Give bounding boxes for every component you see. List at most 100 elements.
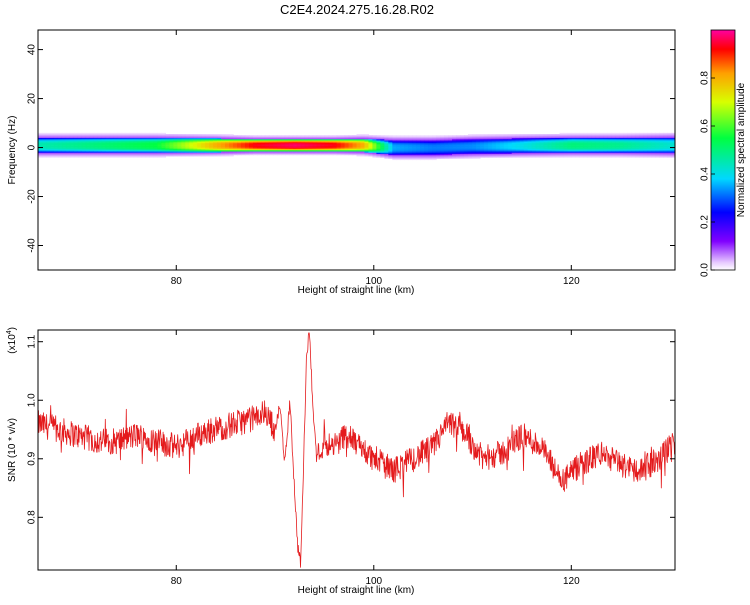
spectrogram-cell [85, 147, 91, 150]
spectrogram-cell [237, 135, 242, 137]
spectrogram-cell [368, 141, 374, 143]
spectrogram-cell [483, 135, 489, 137]
spectrogram-cell [539, 138, 545, 141]
spectrogram-cell [241, 147, 246, 150]
spectrogram-cell [483, 152, 489, 154]
spectrogram-cell [623, 153, 628, 156]
spectrogram-cell [65, 156, 71, 158]
spectrogram-cell [117, 152, 123, 154]
spectrogram-cell [41, 147, 47, 150]
spectrogram-cell [348, 148, 354, 151]
spectrogram-cell [328, 146, 334, 148]
spectrogram-cell [452, 138, 457, 141]
spectrogram-cell [376, 140, 381, 142]
spectrogram-cell [356, 145, 362, 147]
spectrogram-cell [209, 146, 214, 148]
spectrogram-cell [651, 152, 656, 154]
spectrogram-cell [81, 132, 87, 135]
spectrogram-cell [611, 135, 616, 137]
spectrogram-cell [332, 141, 338, 143]
spectrogram-cell [65, 134, 71, 136]
spectrogram-cell [45, 145, 51, 147]
spectrogram-cell [635, 150, 640, 152]
spectrogram-cell [579, 140, 585, 142]
spectrogram-cell [264, 135, 270, 137]
spectrogram-cell [229, 136, 234, 139]
spectrogram-cell [623, 146, 628, 148]
spectrogram-cell [599, 156, 604, 158]
spectrogram-cell [432, 142, 437, 145]
spectrogram-cell [117, 154, 123, 157]
spectrogram-cell [205, 146, 210, 148]
spectrogram-cell [125, 135, 131, 137]
spectrogram-cell [332, 153, 338, 156]
spectrogram-cell [41, 153, 47, 156]
spectrogram-cell [615, 148, 620, 151]
spectrogram-cell [129, 134, 135, 136]
spectrogram-cell [201, 146, 206, 148]
spectrogram-cell [173, 137, 178, 140]
spectrogram-cell [65, 138, 71, 141]
spectrogram-cell [372, 142, 378, 145]
spectrogram-cell [77, 152, 83, 154]
spectrogram-cell [233, 141, 238, 143]
spectrogram-cell [432, 145, 437, 147]
spectrogram-cell [97, 136, 103, 139]
spectrogram-cell [396, 145, 401, 147]
spectrogram-cell [340, 151, 346, 153]
spectrogram-cell [268, 135, 274, 137]
spectrogram-cell [213, 141, 218, 143]
spectrogram-cell [201, 143, 206, 146]
spectrogram-cell [260, 152, 266, 154]
spectrogram-cell [388, 150, 393, 152]
spectrogram-cell [483, 134, 489, 136]
spectrogram-cell [197, 140, 202, 142]
spectrogram-cell [280, 142, 286, 145]
spectrogram-cell [655, 148, 660, 151]
spectrogram-cell [217, 153, 222, 156]
spectrogram-cell [53, 153, 59, 156]
spectrogram-cell [165, 153, 170, 156]
spectrogram-cell [45, 136, 51, 139]
spectrogram-cell [523, 150, 529, 152]
spectrogram-cell [571, 132, 577, 135]
spectrogram-cell [328, 151, 334, 153]
spectrogram-cell [452, 137, 457, 140]
spectrogram-cell [109, 154, 115, 157]
spectrogram-cell [452, 140, 457, 142]
spectrogram-cell [467, 137, 473, 140]
spectrogram-cell [432, 137, 437, 140]
spectrogram-cell [97, 148, 103, 151]
spectrogram-cell [444, 142, 449, 145]
spectrogram-cell [432, 157, 437, 159]
spectrogram-cell [575, 152, 581, 154]
spectrogram-cell [38, 136, 43, 139]
spectrogram-cell [523, 151, 529, 153]
spectrogram-cell [177, 135, 182, 137]
spectrogram-cell [551, 142, 557, 145]
spectrogram-cell [372, 141, 378, 143]
spectrogram-cell [209, 151, 214, 153]
spectrogram-cell [237, 151, 242, 153]
spectrogram-cell [213, 152, 218, 154]
spectrogram-cell [527, 147, 533, 150]
spectrogram-cell [483, 156, 489, 158]
spectrogram-cell [245, 135, 250, 137]
spectrogram-cell [487, 142, 493, 145]
spectrogram-cell [169, 152, 174, 154]
spectrogram-cell [619, 154, 624, 157]
spectrogram-cell [125, 154, 131, 157]
spectrogram-cell [456, 140, 461, 142]
spectrogram-cell [587, 150, 592, 152]
spectrogram-cell [364, 145, 370, 147]
spectrogram-cell [69, 152, 75, 154]
spectrogram-cell [189, 135, 194, 137]
spectrogram-cell [380, 136, 385, 139]
spectrogram-cell [627, 135, 632, 137]
spectrogram-cell [85, 140, 91, 142]
spectrogram-cell [121, 138, 127, 141]
spectrogram-cell [491, 154, 497, 157]
spectrogram-cell [177, 150, 182, 152]
spectrogram-cell [109, 146, 115, 148]
spectrogram-cell [77, 134, 83, 136]
